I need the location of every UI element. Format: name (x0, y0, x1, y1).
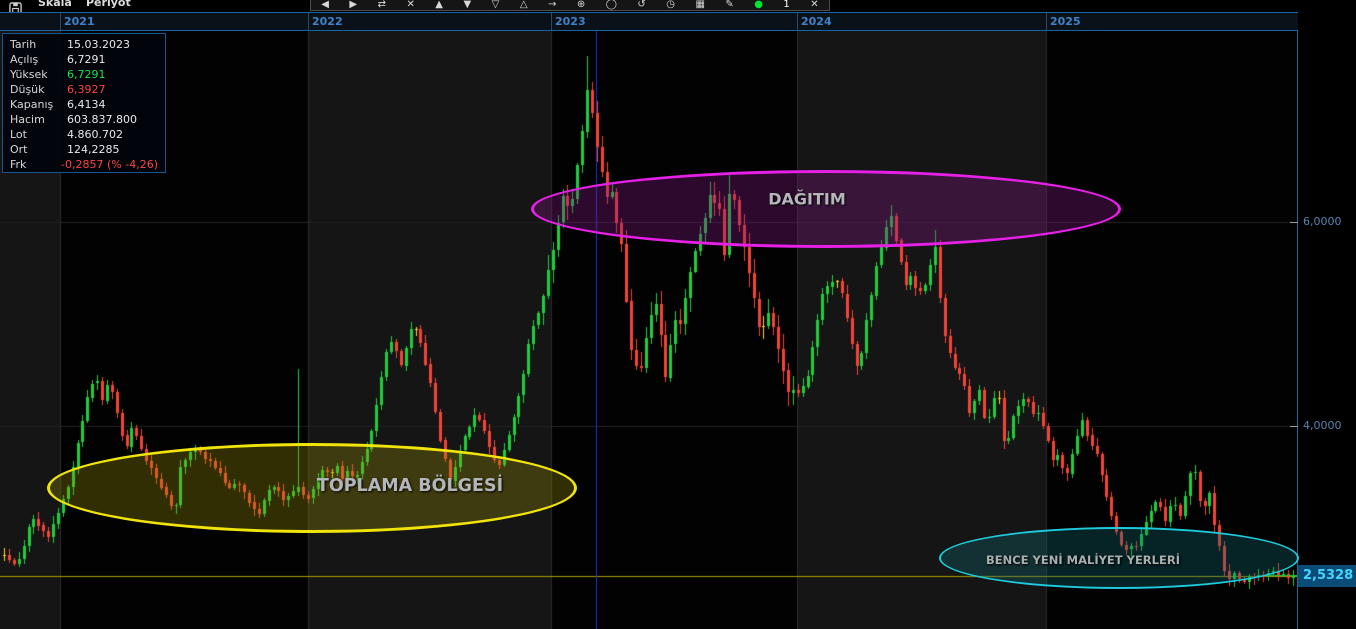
year-label-2023: 2023 (555, 15, 586, 28)
save-icon[interactable] (9, 0, 24, 12)
year-separator-tick (551, 13, 552, 30)
info-row-value: 124,2285 (67, 143, 120, 156)
drawing-toolbar: ◀ ▶ ⇄ ✕ ▲ ▼ ▽ △ → ⊕ ◯ ↺ ◷ ▦ ✎ ● 1 ✕ (310, 0, 830, 11)
info-row-value: -0,2857 (% -4,26) (61, 158, 158, 171)
info-row-value: 6,7291 (67, 53, 106, 66)
info-row-value: 603.837.800 (67, 113, 137, 126)
circle-tool-icon[interactable]: ◯ (605, 0, 617, 10)
annotation-ellipse-0[interactable] (47, 443, 577, 533)
info-row-label: Frk (10, 158, 27, 171)
info-row-value: 4.860.702 (67, 128, 123, 141)
zoom-in-icon[interactable]: ⊕ (576, 0, 586, 10)
arrow-forward-icon[interactable]: → (547, 0, 557, 10)
annotation-label-2: BENCE YENİ MALİYET YERLERİ (986, 553, 1180, 567)
annotation-ellipse-2[interactable] (939, 527, 1299, 589)
info-row-label: Açılış (10, 53, 39, 66)
year-separator-tick (797, 13, 798, 30)
axis-tick-label: 6,0000 (1303, 215, 1342, 228)
one-badge-icon[interactable]: 1 (783, 0, 790, 10)
arrow-left-icon[interactable]: ◀ (321, 0, 329, 10)
year-separator-tick (60, 13, 61, 30)
pencil-icon[interactable]: ✎ (725, 0, 734, 10)
last-price-tag: 2,5328 (1298, 565, 1356, 587)
undo-icon[interactable]: ↺ (637, 0, 646, 10)
price-axis-line (1297, 0, 1298, 629)
close-x-icon[interactable]: ✕ (406, 0, 415, 10)
year-label-2025: 2025 (1050, 15, 1081, 28)
info-row-label: Hacim (10, 113, 45, 126)
info-row: Düşük 6,3927 (3, 82, 165, 97)
record-dot-icon[interactable]: ● (754, 0, 763, 10)
triangle-down-icon[interactable]: ▼ (463, 0, 472, 10)
year-label-2024: 2024 (801, 15, 832, 28)
info-row-label: Tarih (10, 38, 37, 51)
year-label-2022: 2022 (312, 15, 343, 28)
arrow-right-icon[interactable]: ▶ (349, 0, 358, 10)
info-row-value: 6,7291 (67, 68, 106, 81)
menu-skala[interactable]: Skala (38, 0, 72, 9)
info-row-value: 6,3927 (67, 83, 106, 96)
annotation-label-1: DAĞITIM (768, 189, 846, 209)
close-x2-icon[interactable]: ✕ (810, 0, 819, 10)
top-menu-bar: Skala Periyot ◀ ▶ ⇄ ✕ ▲ ▼ ▽ △ → ⊕ ◯ ↺ ◷ ▦ ✎ ● 1 ✕ (0, 0, 1356, 12)
info-row: Tarih 15.03.2023 (3, 37, 165, 52)
axis-tick-dash (1290, 426, 1298, 427)
info-row-value: 15.03.2023 (67, 38, 130, 51)
info-row-label: Ort (10, 143, 28, 156)
timeline-year-strip: 2021 2022 2023 2024 2025 (0, 12, 1298, 31)
info-row: Açılış 6,7291 (3, 52, 165, 67)
info-row: Ort 124,2285 (3, 142, 165, 157)
info-row: Kapanış 6,4134 (3, 97, 165, 112)
info-row-label: Lot (10, 128, 27, 141)
chevron-up-icon[interactable]: △ (519, 0, 528, 10)
trash-icon[interactable]: ▦ (695, 0, 705, 10)
clock-icon[interactable]: ◷ (666, 0, 675, 10)
expand-horizontal-icon[interactable]: ⇄ (377, 0, 386, 10)
info-row: Frk -0,2857 (% -4,26) (3, 157, 165, 172)
info-row: Yüksek 6,7291 (3, 67, 165, 82)
year-label-2021: 2021 (64, 15, 95, 28)
info-row: Lot 4.860.702 (3, 127, 165, 142)
triangle-up-icon[interactable]: ▲ (435, 0, 443, 10)
ohlc-info-panel: Tarih 15.03.2023 Açılış 6,7291 Yüksek 6,7291 D… (2, 33, 166, 173)
info-row-value: 6,4134 (67, 98, 106, 111)
info-row-label: Kapanış (10, 98, 54, 111)
info-row: Hacim 603.837.800 (3, 112, 165, 127)
annotation-label-0: TOPLAMA BÖLGESİ (316, 476, 504, 496)
year-separator-tick (1046, 13, 1047, 30)
menu-periyot[interactable]: Periyot (86, 0, 131, 9)
axis-tick-dash (1290, 222, 1298, 223)
annotation-ellipse-1[interactable] (531, 170, 1121, 248)
info-row-label: Düşük (10, 83, 45, 96)
axis-tick-label: 4,0000 (1303, 419, 1342, 432)
chevron-down-icon[interactable]: ▽ (491, 0, 500, 10)
year-separator-tick (308, 13, 309, 30)
info-row-label: Yüksek (10, 68, 48, 81)
